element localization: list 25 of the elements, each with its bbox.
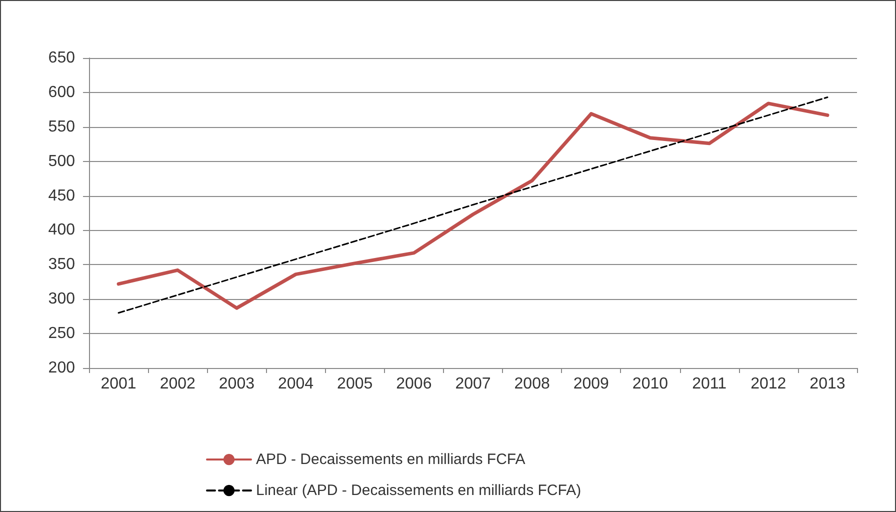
- y-tick-label: 200: [48, 360, 76, 376]
- y-tick-label: 450: [48, 187, 76, 204]
- y-tick-label: 600: [48, 84, 76, 101]
- x-tick-label: 2010: [632, 376, 668, 392]
- legend-label: Linear (APD - Decaissements en milliards FCFA): [256, 482, 582, 499]
- x-tick-label: 2004: [278, 376, 314, 392]
- x-tick-label: 2012: [750, 376, 786, 392]
- x-tick-label: 2001: [100, 376, 136, 392]
- x-tick-label: 2006: [396, 376, 432, 392]
- x-tick-label: 2013: [810, 376, 846, 392]
- x-tick-label: 2002: [160, 376, 196, 392]
- y-tick-label: 350: [48, 256, 76, 274]
- x-tick-label: 2003: [218, 376, 255, 392]
- y-tick-label: 500: [48, 152, 76, 170]
- x-tick-label: 2011: [692, 376, 727, 392]
- y-tick-label: 550: [48, 118, 76, 136]
- x-tick-label: 2005: [337, 376, 373, 392]
- legend-label: APD - Decaissements en milliards FCFA: [256, 451, 526, 468]
- y-tick-label: 250: [48, 325, 76, 342]
- x-tick-label: 2007: [455, 376, 491, 392]
- y-tick-label: 650: [48, 50, 76, 66]
- x-tick-label: 2008: [514, 376, 550, 392]
- y-tick-label: 400: [48, 222, 76, 239]
- x-tick-label: 2009: [573, 376, 610, 392]
- y-tick-label: 300: [48, 290, 76, 308]
